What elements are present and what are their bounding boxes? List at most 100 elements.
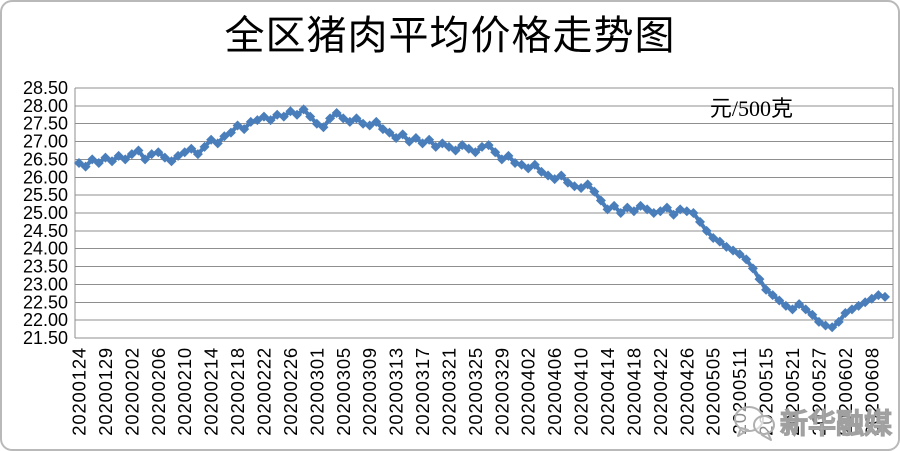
- x-axis-label: 20200602: [835, 347, 856, 436]
- x-axis-label: 20200329: [491, 347, 512, 436]
- data-point-marker: [754, 274, 765, 285]
- data-point-marker: [642, 204, 653, 215]
- data-point-marker: [860, 297, 871, 308]
- data-point-marker: [298, 104, 309, 115]
- data-point-marker: [562, 177, 573, 188]
- data-point-marker: [833, 316, 844, 327]
- x-axis-label: 20200202: [121, 347, 142, 436]
- data-point-marker: [437, 138, 448, 149]
- data-point-marker: [622, 202, 633, 213]
- x-axis-label: 20200418: [624, 347, 645, 436]
- x-axis-label: 20200218: [227, 347, 248, 436]
- data-point-marker: [582, 179, 593, 190]
- data-point-marker: [688, 208, 699, 218]
- data-point-marker: [523, 163, 534, 174]
- data-point-marker: [734, 249, 745, 260]
- data-point-marker: [93, 158, 104, 168]
- x-axis-label: 20200129: [95, 347, 116, 436]
- x-axis-label: 20200608: [861, 347, 882, 436]
- data-point-marker: [609, 200, 620, 211]
- x-axis-label: 20200406: [544, 347, 565, 436]
- data-point-marker: [774, 295, 785, 306]
- data-point-marker: [351, 113, 362, 124]
- y-axis-label: 28.50: [23, 78, 68, 98]
- data-point-marker: [516, 159, 527, 170]
- x-axis-label: 20200305: [333, 347, 354, 436]
- data-point-marker: [549, 174, 560, 185]
- y-axis-label: 22.50: [23, 292, 68, 312]
- data-point-marker: [556, 170, 567, 181]
- x-axis-label: 20200317: [412, 347, 433, 436]
- y-axis-labels: 28.5028.0027.5027.0026.5026.0025.5025.00…: [23, 78, 68, 348]
- data-point-marker: [87, 154, 98, 165]
- x-axis-label: 20200527: [808, 347, 829, 436]
- data-point-marker: [747, 263, 758, 274]
- data-point-marker: [853, 300, 864, 311]
- data-point-marker: [695, 216, 706, 227]
- data-point-marker: [410, 133, 421, 143]
- data-point-marker: [794, 299, 805, 310]
- data-point-marker: [635, 200, 646, 211]
- data-point-marker: [840, 308, 851, 318]
- data-point-marker: [628, 206, 639, 217]
- data-point-marker: [140, 154, 151, 165]
- y-axis-label: 21.50: [23, 328, 68, 348]
- data-point-marker: [602, 204, 613, 215]
- data-point-marker: [576, 183, 587, 193]
- data-point-marker: [232, 120, 243, 131]
- y-axis-label: 25.50: [23, 185, 68, 205]
- data-markers: [74, 104, 890, 333]
- data-point-marker: [344, 116, 355, 127]
- data-point-marker: [292, 109, 303, 120]
- data-point-marker: [252, 115, 263, 126]
- data-point-marker: [536, 166, 547, 177]
- data-point-marker: [880, 291, 890, 302]
- data-point-marker: [212, 138, 223, 149]
- data-point-marker: [503, 150, 514, 161]
- x-axis-label: 20200422: [650, 347, 671, 436]
- data-point-marker: [741, 254, 752, 265]
- data-point-marker: [305, 111, 316, 122]
- y-axis-label: 23.50: [23, 257, 68, 277]
- data-point-marker: [80, 161, 91, 172]
- data-point-marker: [371, 116, 382, 127]
- data-point-marker: [668, 209, 679, 220]
- data-point-marker: [827, 322, 838, 333]
- data-point-marker: [443, 141, 454, 152]
- data-point-marker: [615, 208, 626, 218]
- data-point-marker: [338, 113, 349, 124]
- y-axis-label: 23.00: [23, 274, 68, 294]
- data-point-marker: [846, 304, 857, 315]
- data-point-marker: [278, 111, 289, 122]
- data-point-marker: [708, 233, 719, 243]
- data-point-marker: [331, 108, 342, 118]
- data-point-marker: [126, 149, 137, 160]
- chart-title: 全区猪肉平均价格走势图: [224, 13, 676, 58]
- data-point-marker: [483, 140, 494, 151]
- data-point-marker: [192, 149, 203, 160]
- data-point-marker: [186, 143, 197, 154]
- gridlines: [74, 87, 894, 339]
- y-axis-label: 25.00: [23, 203, 68, 223]
- data-point-marker: [113, 150, 124, 161]
- x-axis-label: 20200309: [359, 347, 380, 436]
- data-point-marker: [430, 141, 441, 152]
- data-point-marker: [391, 133, 402, 143]
- x-axis-label: 20200313: [386, 347, 407, 436]
- data-point-marker: [767, 290, 778, 301]
- data-point-marker: [543, 170, 554, 181]
- data-point-marker: [450, 145, 461, 156]
- y-axis-label: 28.00: [23, 96, 68, 116]
- data-point-marker: [107, 156, 118, 167]
- x-axis-labels: 20200124 20200129 20200202 20200206 20200210…: [69, 347, 883, 436]
- data-point-marker: [199, 141, 210, 152]
- data-point-marker: [780, 300, 791, 311]
- x-axis-label: 20200325: [465, 347, 486, 436]
- data-point-marker: [285, 106, 296, 117]
- data-point-marker: [384, 127, 395, 138]
- data-point-marker: [529, 159, 540, 170]
- x-axis-label: 20200410: [571, 347, 592, 436]
- data-point-marker: [377, 124, 388, 135]
- data-point-marker: [133, 145, 144, 156]
- data-point-marker: [364, 120, 375, 131]
